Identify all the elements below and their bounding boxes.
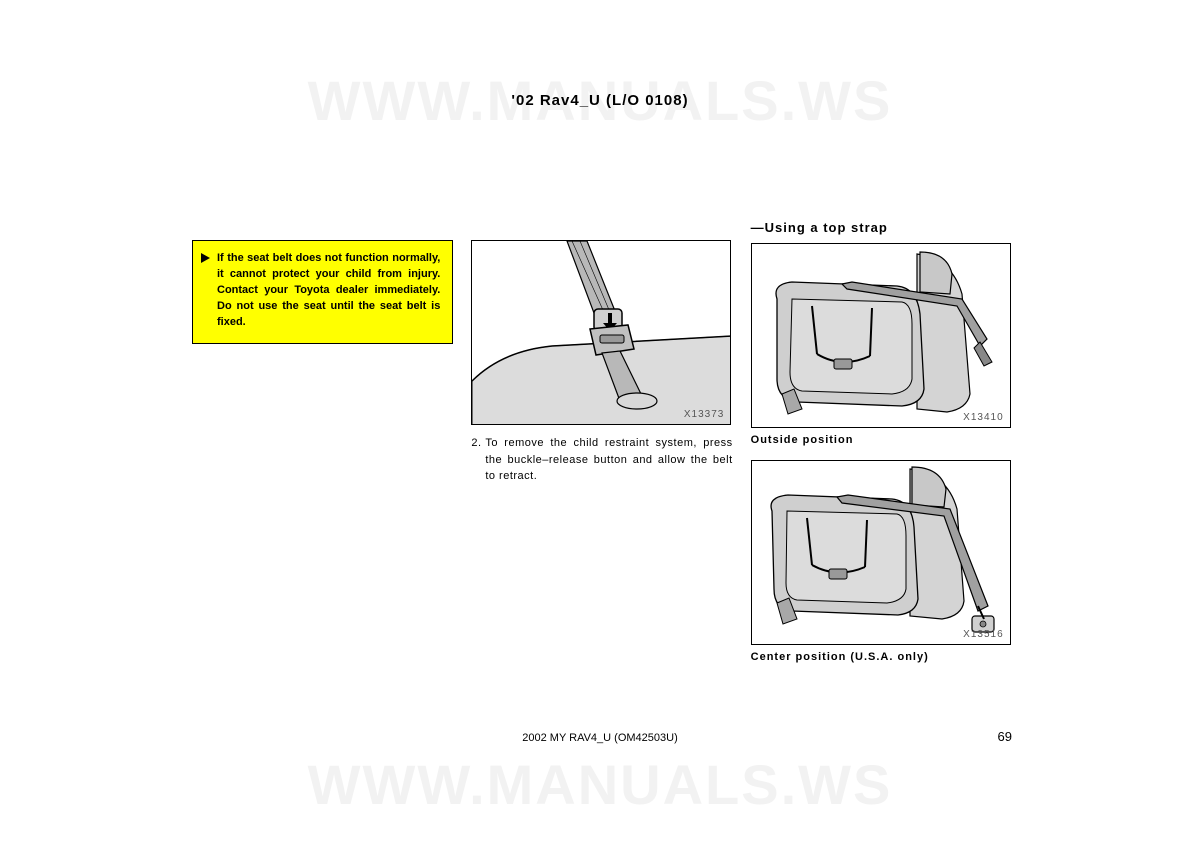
buckle-illustration bbox=[472, 241, 731, 425]
column-1: If the seat belt does not function norma… bbox=[192, 220, 453, 663]
figure-label: X13373 bbox=[684, 409, 724, 420]
instruction-number: 2. bbox=[471, 435, 485, 485]
page-number: 69 bbox=[998, 729, 1012, 744]
figure-label: X13516 bbox=[963, 629, 1003, 640]
outside-position-illustration bbox=[752, 244, 1011, 428]
page-header: '02 Rav4_U (L/O 0108) bbox=[511, 92, 688, 109]
watermark-bottom: WWW.MANUALS.WS bbox=[308, 752, 893, 817]
caption-center: Center position (U.S.A. only) bbox=[751, 651, 1012, 663]
warning-text: If the seat belt does not function norma… bbox=[217, 251, 440, 331]
content-area: If the seat belt does not function norma… bbox=[192, 220, 1012, 663]
figure-buckle: X13373 bbox=[471, 240, 731, 425]
column-3: —Using a top strap bbox=[751, 220, 1012, 663]
instruction-2: 2. To remove the child restraint system,… bbox=[471, 435, 732, 485]
warning-triangle-icon bbox=[201, 253, 210, 263]
figure-center-position: X13516 bbox=[751, 460, 1011, 645]
warning-box: If the seat belt does not function norma… bbox=[192, 240, 453, 344]
instruction-text: To remove the child restraint system, pr… bbox=[485, 435, 732, 485]
column-2: X13373 2. To remove the child restraint … bbox=[471, 220, 732, 663]
figure-outside-position: X13410 bbox=[751, 243, 1011, 428]
footer-center: 2002 MY RAV4_U (OM42503U) bbox=[522, 732, 678, 744]
caption-outside: Outside position bbox=[751, 434, 1012, 446]
section-title: —Using a top strap bbox=[751, 220, 1012, 235]
center-position-illustration bbox=[752, 461, 1011, 645]
figure-label: X13410 bbox=[963, 412, 1003, 423]
